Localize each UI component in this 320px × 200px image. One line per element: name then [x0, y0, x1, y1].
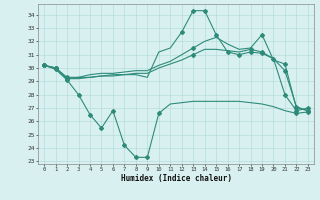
X-axis label: Humidex (Indice chaleur): Humidex (Indice chaleur): [121, 174, 231, 183]
